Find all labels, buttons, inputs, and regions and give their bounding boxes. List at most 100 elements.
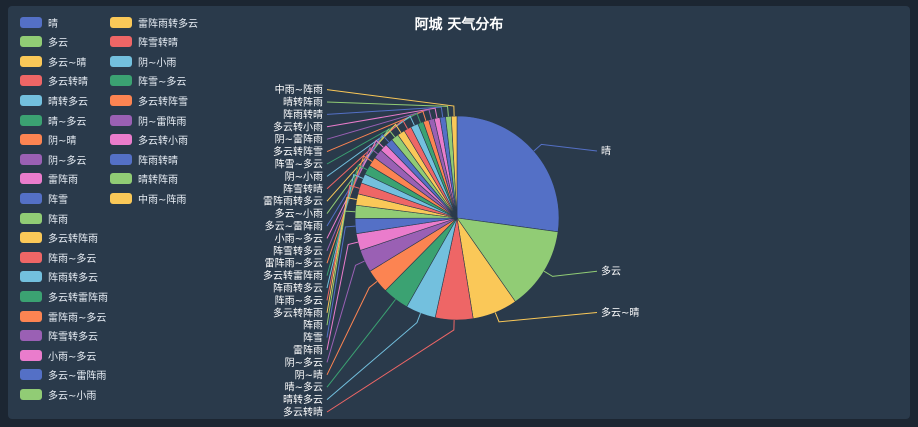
legend-swatch bbox=[20, 134, 42, 146]
slice-label: 阵雨转晴 bbox=[283, 108, 323, 121]
legend-label: 阵雨转晴 bbox=[138, 155, 178, 167]
legend-label: 阵雨 bbox=[48, 214, 68, 226]
legend-swatch bbox=[20, 290, 42, 302]
legend-swatch bbox=[20, 330, 42, 342]
legend-label: 小雨~多云 bbox=[48, 351, 97, 363]
legend-label: 多云转小雨 bbox=[138, 136, 188, 148]
legend-swatch bbox=[20, 251, 42, 263]
slice-label: 阵雨 bbox=[303, 319, 323, 332]
legend-item[interactable]: 阵雪转多云 bbox=[20, 330, 98, 344]
slice-label: 阴~雷阵雨 bbox=[275, 133, 323, 146]
label-leader-line bbox=[326, 146, 378, 251]
label-leader-line bbox=[326, 107, 438, 128]
label-leader-line bbox=[326, 119, 408, 190]
legend-swatch bbox=[110, 192, 132, 204]
slice-label: 多云~晴 bbox=[601, 306, 639, 319]
slice-label: 小雨~多云 bbox=[275, 232, 323, 245]
slice-label: 多云 bbox=[601, 265, 621, 278]
label-leader-line bbox=[326, 108, 432, 140]
legend-label: 阵雨转多云 bbox=[48, 273, 98, 285]
label-leader-line bbox=[326, 210, 356, 326]
slice-label: 晴转多云 bbox=[283, 393, 323, 406]
label-leader-line bbox=[326, 173, 364, 289]
legend-item[interactable]: 雷阵雨~多云 bbox=[20, 310, 106, 324]
legend-swatch bbox=[110, 36, 132, 48]
legend-swatch bbox=[110, 75, 132, 87]
legend-item[interactable]: 晴~多云 bbox=[20, 114, 87, 128]
legend-item[interactable]: 阵雪~多云 bbox=[110, 75, 187, 89]
slice-label: 阴~多云 bbox=[285, 356, 323, 369]
label-leader-line bbox=[326, 128, 396, 214]
label-leader-line bbox=[326, 184, 360, 301]
legend-item[interactable]: 阵雨转晴 bbox=[110, 153, 178, 167]
slice-label: 雷阵雨 bbox=[293, 344, 323, 357]
pie-slice[interactable] bbox=[456, 217, 559, 303]
label-leader-line bbox=[326, 164, 368, 276]
slice-label: 多云~小雨 bbox=[275, 207, 323, 220]
label-leader-line bbox=[326, 112, 421, 165]
slice-label: 阴~小雨 bbox=[285, 171, 323, 183]
slice-label: 雷阵雨~多云 bbox=[265, 257, 323, 270]
legend-item[interactable]: 多云~雷阵雨 bbox=[20, 369, 107, 383]
legend-item[interactable]: 雷阵雨转多云 bbox=[110, 16, 198, 30]
legend-item[interactable]: 阵雨~多云 bbox=[20, 251, 96, 265]
legend-item[interactable]: 多云转晴 bbox=[20, 75, 88, 89]
legend-label: 晴转阵雨 bbox=[138, 175, 178, 187]
slice-label: 阵雪~多云 bbox=[275, 158, 323, 171]
legend-swatch bbox=[110, 134, 132, 146]
legend-item[interactable]: 多云转阵雨 bbox=[20, 232, 98, 246]
legend-label: 阴~晴 bbox=[48, 136, 77, 148]
legend-item[interactable]: 阵雪 bbox=[20, 192, 68, 206]
legend-item[interactable]: 多云~小雨 bbox=[20, 388, 97, 402]
legend-item[interactable]: 晴转阵雨 bbox=[110, 173, 178, 187]
legend-item[interactable]: 阴~多云 bbox=[20, 153, 87, 167]
legend-item[interactable]: 多云 bbox=[20, 36, 68, 49]
legend-label: 阵雪~多云 bbox=[138, 77, 187, 89]
legend-item[interactable]: 阴~晴 bbox=[20, 134, 77, 148]
legend-item[interactable]: 晴 bbox=[20, 16, 58, 30]
legend-label: 阵雪转晴 bbox=[138, 38, 178, 50]
label-leader-line bbox=[326, 280, 378, 376]
legend-swatch bbox=[20, 369, 42, 381]
legend-item[interactable]: 雷阵雨 bbox=[20, 173, 78, 186]
legend-item[interactable]: 阴~雷阵雨 bbox=[110, 114, 186, 128]
legend-item[interactable]: 多云转雷阵雨 bbox=[20, 290, 108, 304]
legend-label: 多云~小雨 bbox=[48, 390, 97, 402]
legend-item[interactable]: 晴转多云 bbox=[20, 94, 88, 108]
legend-swatch bbox=[20, 271, 42, 283]
legend-item[interactable]: 中雨~阵雨 bbox=[110, 192, 186, 206]
legend-item[interactable]: 阵雨转多云 bbox=[20, 271, 98, 285]
legend-label: 雷阵雨转多云 bbox=[138, 18, 198, 30]
legend-label: 多云~雷阵雨 bbox=[48, 371, 107, 383]
slice-label: 阵雨~多云 bbox=[275, 294, 323, 307]
legend-item[interactable]: 多云转小雨 bbox=[110, 134, 188, 148]
legend-label: 阵雪转多云 bbox=[48, 332, 98, 344]
pie-slice[interactable] bbox=[456, 115, 560, 233]
label-leader-line bbox=[326, 115, 415, 177]
legend-item[interactable]: 阴~小雨 bbox=[110, 55, 176, 69]
legend-swatch bbox=[20, 173, 42, 185]
legend-label: 多云转晴 bbox=[48, 77, 88, 89]
legend-item[interactable]: 阵雪转晴 bbox=[110, 36, 178, 50]
legend-label: 晴~多云 bbox=[48, 116, 87, 128]
label-leader-line bbox=[326, 110, 427, 153]
label-leader-line bbox=[326, 123, 402, 202]
legend-label: 多云转雷阵雨 bbox=[48, 292, 108, 304]
label-leader-line bbox=[326, 313, 421, 400]
legend-swatch bbox=[20, 192, 42, 204]
label-leader-line bbox=[533, 143, 598, 152]
legend-item[interactable]: 阵雨 bbox=[20, 212, 68, 226]
legend-swatch bbox=[20, 36, 42, 48]
legend-item[interactable]: 多云~晴 bbox=[20, 55, 86, 69]
legend-swatch bbox=[20, 114, 42, 126]
legend-label: 阴~多云 bbox=[48, 155, 87, 167]
label-leader-line bbox=[326, 260, 365, 363]
legend-item[interactable]: 小雨~多云 bbox=[20, 349, 97, 363]
legend-item[interactable]: 多云转阵雪 bbox=[110, 94, 188, 108]
slice-label: 阴~晴 bbox=[295, 368, 323, 381]
legend-label: 阵雪 bbox=[48, 194, 68, 206]
slice-label: 阵雪转晴 bbox=[283, 182, 323, 195]
legend-label: 多云转阵雨 bbox=[48, 234, 98, 246]
legend-swatch bbox=[20, 388, 42, 400]
